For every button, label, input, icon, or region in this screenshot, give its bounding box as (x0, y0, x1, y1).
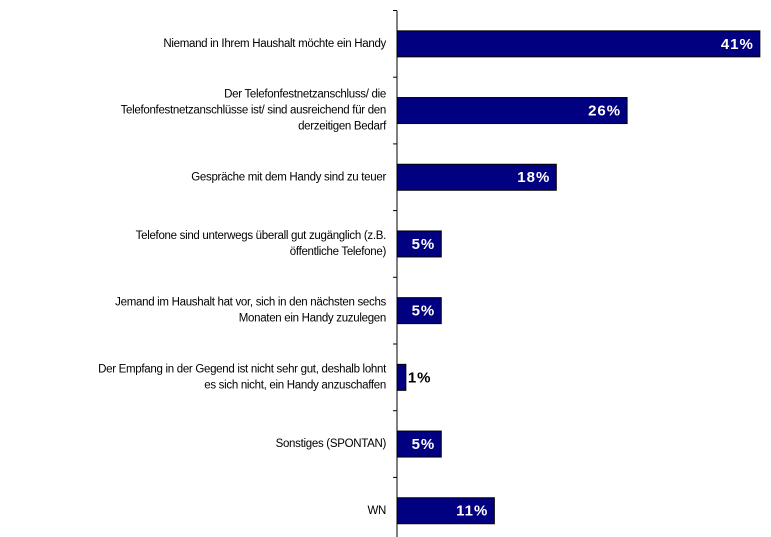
category-label: Telefonfestnetzanschlüsse ist/ sind ausr… (121, 105, 386, 117)
value-label: 41% (721, 36, 754, 53)
category-label: Telefone sind unterwegs überall gut zugä… (136, 230, 386, 242)
bar (396, 163, 557, 191)
category-label: Niemand in Ihrem Haushalt möchte ein Han… (163, 38, 386, 50)
value-label: 5% (412, 303, 436, 320)
category-label: Der Telefonfestnetzanschluss/ die (224, 89, 386, 101)
category-label: WN (367, 505, 386, 517)
bar (396, 297, 442, 325)
category-label: Sonstiges (SPONTAN) (276, 438, 387, 450)
category-label: Der Empfang in der Gegend ist nicht sehr… (98, 363, 387, 375)
bar (396, 230, 442, 258)
bar (396, 497, 495, 525)
value-label: 18% (517, 169, 550, 186)
category-label: Gespräche mit dem Handy sind zu teuer (191, 171, 386, 183)
category-label: es sich nicht, ein Handy anzuschaffen (204, 379, 386, 391)
bar (396, 363, 407, 391)
bar (396, 97, 628, 125)
value-label: 26% (588, 103, 621, 120)
value-label: 5% (412, 236, 436, 253)
category-label: Jemand im Haushalt hat vor, sich in den … (115, 297, 386, 309)
bar (396, 430, 442, 458)
bar (396, 30, 761, 58)
value-label: 11% (456, 503, 488, 520)
value-label: 1% (408, 369, 432, 386)
category-label: derzeitigen Bedarf (298, 121, 387, 133)
value-label: 5% (412, 436, 436, 453)
category-label: öffentliche Telefone) (290, 246, 387, 258)
category-label: Monaten ein Handy zuzulegen (239, 313, 386, 325)
